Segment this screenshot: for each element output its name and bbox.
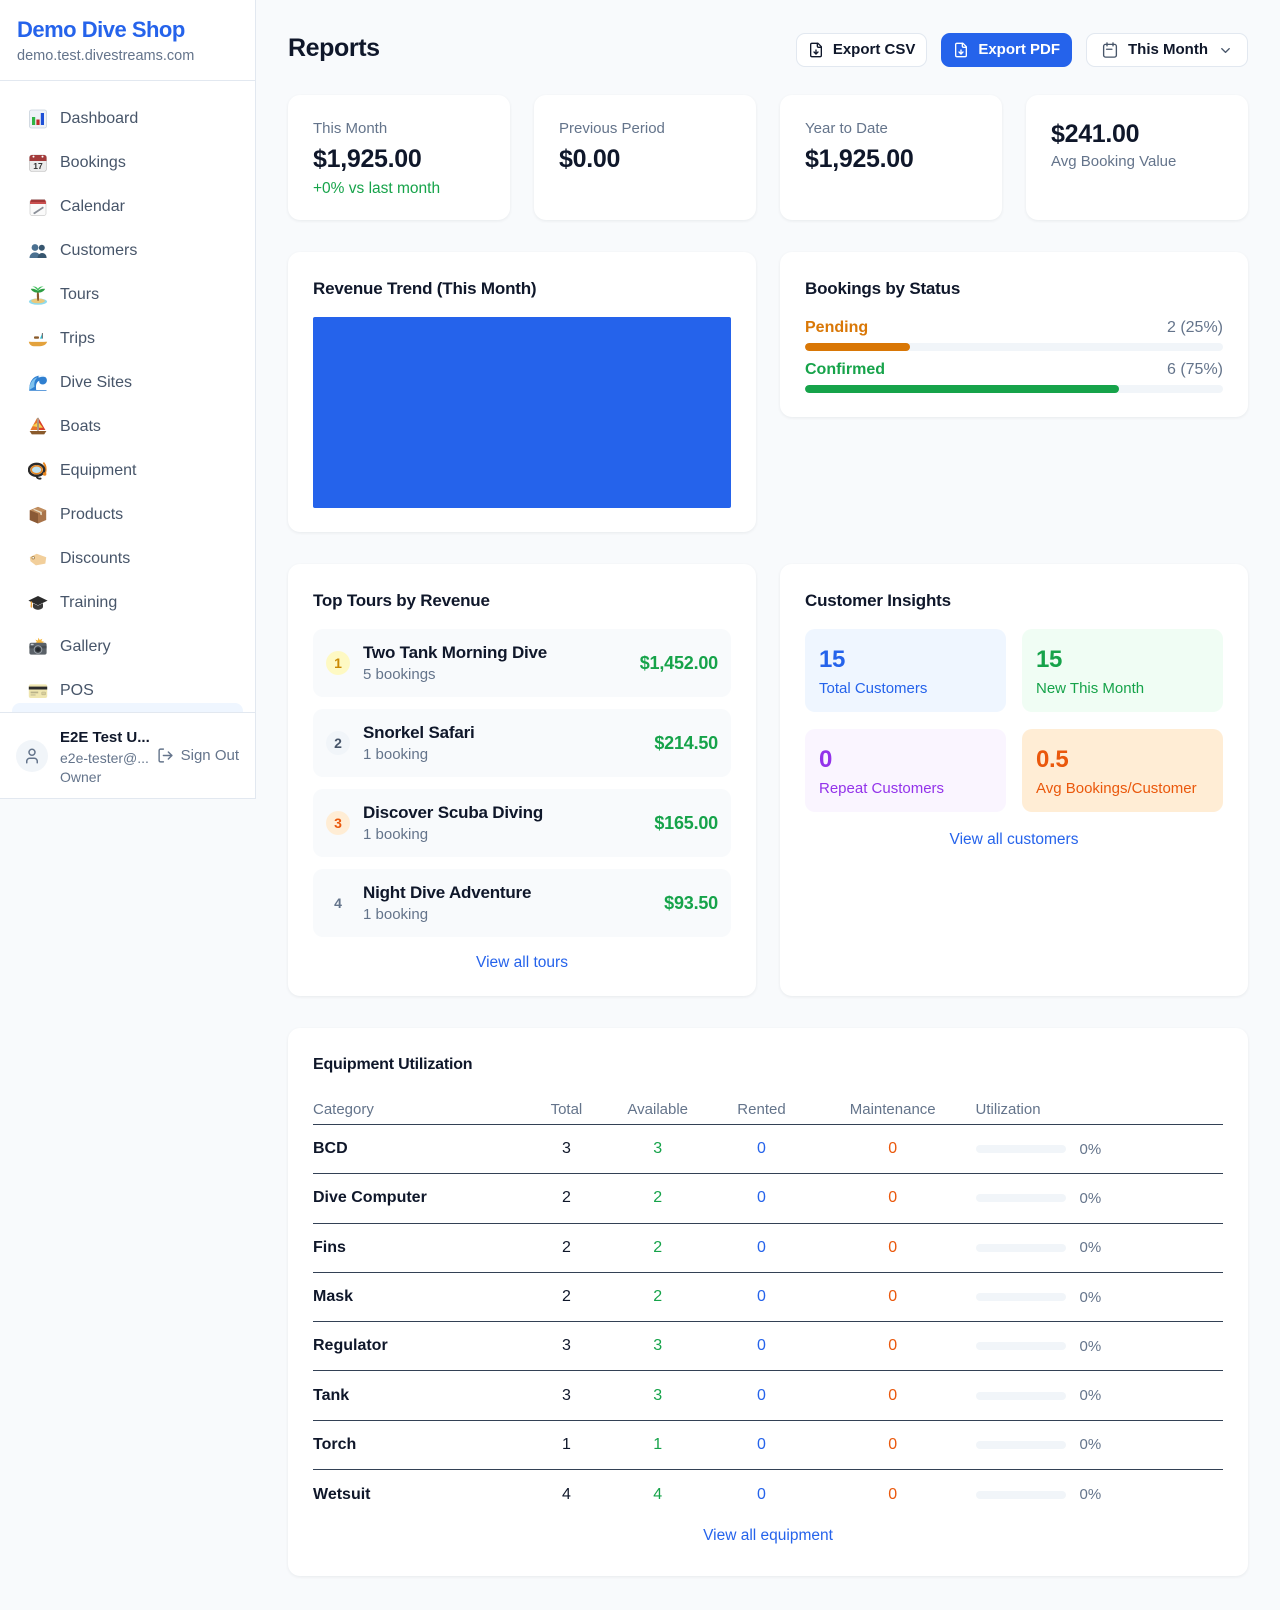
svg-text:17: 17 [33, 161, 43, 171]
